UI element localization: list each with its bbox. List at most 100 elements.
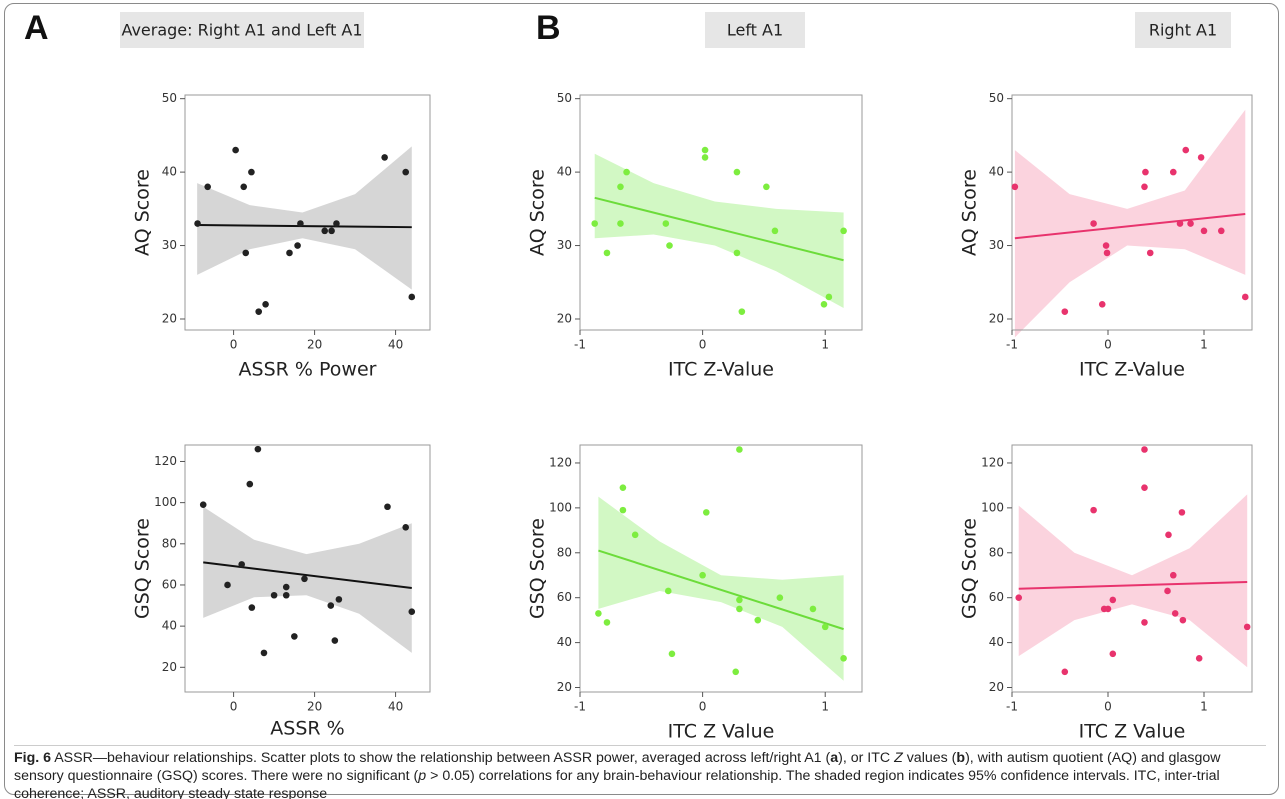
caption-text: ASSR—behaviour relationships. Scatter pl… [51,750,831,766]
figure: A B Average: Right A1 and Left A1 Left A… [24,9,1253,741]
point [1090,506,1097,514]
point [733,249,741,257]
point [408,608,416,616]
x-tick-label: 1 [1200,700,1208,714]
point [408,293,416,301]
point [702,509,710,516]
point [204,183,211,191]
point [232,146,239,154]
point [662,220,670,227]
caption-label: Fig. 6 [14,750,52,766]
point [1243,623,1251,631]
confidence-band [594,153,844,308]
point [1182,146,1190,154]
y-axis-title: AQ Score [959,169,981,256]
x-tick-label: 1 [1200,338,1208,352]
point [1109,596,1117,604]
point [242,249,250,257]
y-tick-label: 20 [557,311,572,325]
plot-frame [579,444,863,693]
y-tick-label: 80 [162,536,177,550]
point [246,480,254,488]
point [384,503,391,511]
point [825,293,833,301]
x-tick-label: 40 [388,338,403,352]
point [738,308,746,315]
point [255,308,263,315]
caption-text: b [956,750,966,766]
point [297,220,304,227]
plot-frame [579,94,863,331]
caption-text: > 0.05) correlations for any brain-behav… [14,768,1220,799]
y-axis-title: AQ Score [527,169,549,256]
point [1141,619,1148,626]
point [1011,183,1019,191]
panel-letter: A [24,9,49,47]
point [1165,531,1172,539]
y-tick-label: 20 [162,311,177,325]
x-tick-label: -1 [1006,700,1018,714]
point [1141,446,1148,453]
y-axis-title: GSQ Score [527,518,549,619]
point [270,591,278,599]
y-tick-label: 80 [557,545,572,559]
plot-frame [1011,444,1253,693]
y-tick-label: 120 [549,455,572,469]
y-tick-label: 20 [162,660,177,674]
x-tick-label: 0 [230,338,238,352]
point [301,575,308,583]
y-tick-label: 50 [162,91,177,105]
point [1015,594,1023,601]
x-axis-title: ITC Z-Value [668,359,774,381]
confidence-band [598,496,844,681]
point [1061,668,1069,676]
point [1171,610,1179,617]
x-tick-label: 1 [821,338,829,352]
point [1104,605,1112,613]
y-tick-label: 40 [162,619,177,633]
point [1176,220,1184,227]
point [1103,249,1111,257]
point [335,596,343,603]
point [248,604,256,611]
x-tick-label: -1 [574,338,586,352]
point [321,227,329,235]
fit-line [203,561,412,590]
point [286,249,293,257]
y-tick-label: 30 [989,238,1004,252]
caption-text: values ( [902,750,957,766]
point [1109,650,1117,658]
x-tick-label: 1 [821,700,829,714]
point [603,619,611,626]
point [262,300,269,308]
point [254,445,262,453]
point [840,227,847,235]
point [381,154,388,161]
y-tick-label: 40 [989,635,1004,649]
x-tick-label: 0 [699,338,707,352]
x-axis-title: ITC Z Value [1079,721,1186,741]
point [821,623,829,631]
x-tick-label: -1 [1006,338,1018,352]
point [733,168,741,176]
point [820,300,828,308]
y-tick-label: 30 [557,238,572,252]
point [199,501,207,508]
point [1187,220,1194,227]
x-axis-title: ASSR % [270,718,344,740]
point [291,633,298,640]
point [1241,293,1249,301]
point [603,249,611,257]
point [1197,154,1205,161]
point [732,668,740,676]
confidence-band [197,146,412,290]
panel-letter: B [536,9,561,47]
point [595,610,602,617]
fit-line [594,196,844,262]
x-tick-label: 0 [230,700,238,714]
x-axis-title: ITC Z-Value [1079,359,1185,381]
point [840,655,847,662]
fit-line [1018,580,1248,590]
point [224,581,231,589]
caption: Fig. 6 ASSR—behaviour relationships. Sca… [14,745,1266,799]
